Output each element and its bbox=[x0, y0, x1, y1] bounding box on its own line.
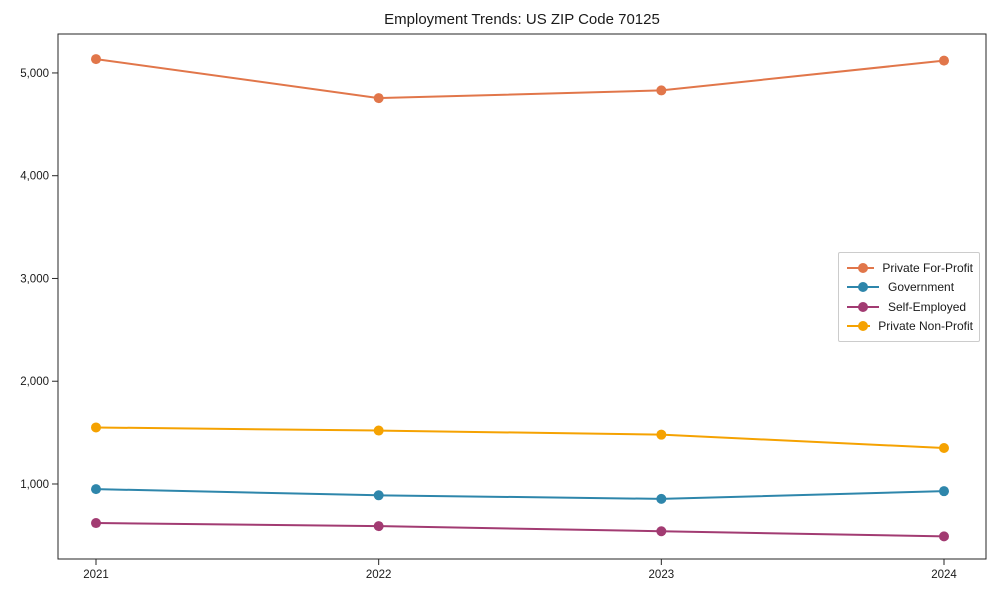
series-line-government bbox=[95, 488, 945, 500]
data-point-government bbox=[656, 493, 667, 504]
x-tick-label: 2023 bbox=[649, 569, 675, 581]
plot-border bbox=[57, 33, 987, 560]
data-point-self-employed bbox=[656, 526, 667, 537]
data-point-self-employed bbox=[373, 521, 384, 532]
legend-label: Government bbox=[888, 280, 955, 295]
legend-marker-icon bbox=[847, 282, 879, 293]
y-tick-label: 3,000 bbox=[20, 273, 49, 285]
y-tick-label: 2,000 bbox=[20, 376, 49, 388]
data-point-self-employed bbox=[939, 531, 949, 542]
legend-label: Private For-Profit bbox=[882, 260, 973, 275]
legend-item-private-for-profit: Private For-Profit bbox=[846, 258, 973, 277]
x-tick-label: 2021 bbox=[83, 569, 109, 581]
legend-marker-icon bbox=[847, 262, 875, 273]
legend-marker-icon bbox=[847, 301, 879, 312]
y-tick-label: 1,000 bbox=[20, 479, 49, 491]
y-tick-label: 4,000 bbox=[20, 171, 49, 183]
legend: Private For-Profit Government Self-Employe… bbox=[838, 252, 980, 342]
data-point-private-for-profit bbox=[656, 85, 667, 96]
legend-label: Self-Employed bbox=[888, 299, 967, 314]
x-tick-label: 2022 bbox=[366, 569, 392, 581]
data-point-government bbox=[939, 486, 949, 497]
x-tick-label: 2024 bbox=[931, 569, 957, 581]
data-point-private-non-profit bbox=[656, 429, 667, 440]
legend-marker-icon bbox=[847, 321, 871, 332]
data-point-private-non-profit bbox=[91, 422, 101, 433]
data-point-private-for-profit bbox=[373, 93, 384, 104]
series-line-private-non-profit bbox=[95, 426, 945, 450]
legend-item-government: Government bbox=[846, 278, 973, 297]
data-point-private-for-profit bbox=[91, 54, 101, 65]
legend-item-private-non-profit: Private Non-Profit bbox=[846, 317, 973, 336]
y-tick-label: 5,000 bbox=[20, 68, 49, 80]
chart-title: Employment Trends: US ZIP Code 70125 bbox=[384, 11, 660, 28]
legend-item-self-employed: Self-Employed bbox=[846, 297, 973, 316]
data-point-private-non-profit bbox=[939, 443, 949, 454]
series-line-private-for-profit bbox=[95, 58, 945, 100]
data-point-self-employed bbox=[91, 518, 101, 529]
data-point-private-for-profit bbox=[939, 55, 949, 66]
data-point-government bbox=[91, 484, 101, 495]
data-point-private-non-profit bbox=[373, 425, 384, 436]
legend-label: Private Non-Profit bbox=[878, 319, 973, 334]
series-line-self-employed bbox=[95, 522, 945, 538]
data-point-government bbox=[373, 490, 384, 501]
